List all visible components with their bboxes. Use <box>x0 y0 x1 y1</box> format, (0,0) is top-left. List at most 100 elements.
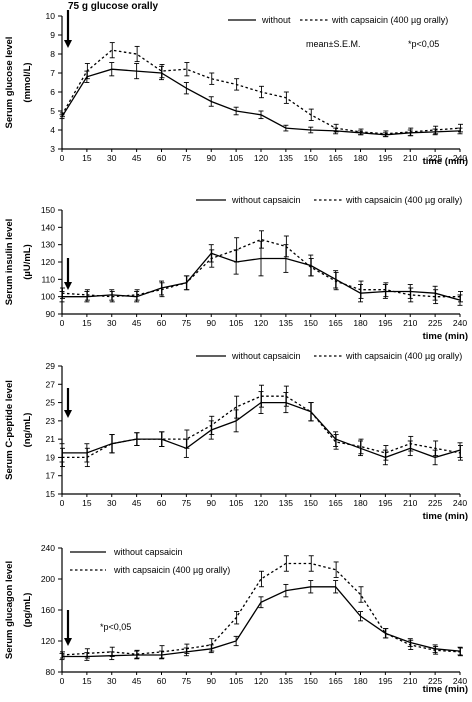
x-tick-label: 75 <box>182 498 192 508</box>
y-tick-label: 90 <box>46 309 56 319</box>
x-tick-label: 0 <box>60 153 65 163</box>
error-bar <box>333 434 339 450</box>
error-bar <box>183 82 189 95</box>
error-bar <box>407 284 413 299</box>
annotation-mean-sem: mean±S.E.M. <box>306 39 360 49</box>
error-bar <box>259 85 264 99</box>
error-bar <box>308 126 314 134</box>
x-tick-label: 30 <box>107 498 117 508</box>
error-bar <box>308 108 314 121</box>
error-bar <box>233 635 239 647</box>
x-tick-label: 0 <box>60 498 65 508</box>
y-axis-title: Serum insulin level <box>4 219 15 306</box>
error-bar <box>84 289 90 301</box>
x-tick-label: 0 <box>60 676 65 686</box>
y-tick-label: 5 <box>50 106 55 116</box>
error-bar <box>258 391 264 414</box>
legend: without capsaicin with capsaicin (400 µg … <box>196 351 462 361</box>
error-bar <box>109 434 115 454</box>
x-tick-label: 210 <box>403 498 417 508</box>
legend-label: with capsaicin (400 µg orally) <box>345 351 462 361</box>
error-bar <box>433 645 439 655</box>
error-bar <box>408 287 414 303</box>
error-bar <box>60 651 65 659</box>
x-tick-label: 165 <box>329 676 343 686</box>
error-bar <box>234 237 240 263</box>
error-bar <box>408 639 414 650</box>
error-bar <box>159 280 164 296</box>
y-tick-label: 100 <box>41 292 55 302</box>
error-bar <box>432 449 438 466</box>
x-tick-label: 135 <box>279 153 293 163</box>
error-bar <box>433 289 439 305</box>
x-tick-label: 105 <box>229 153 243 163</box>
error-bar <box>84 447 90 468</box>
series-line-with-capsaicin <box>61 238 460 298</box>
y-tick-label: 17 <box>46 471 56 481</box>
x-tick-label: 195 <box>378 676 392 686</box>
y-tick-label: 120 <box>41 257 55 267</box>
x-tick-label: 15 <box>82 498 92 508</box>
error-bar <box>433 440 439 457</box>
error-bar <box>358 611 363 622</box>
x-tick-label: 60 <box>157 676 167 686</box>
x-tick-label: 225 <box>428 498 442 508</box>
x-tick-label: 150 <box>304 676 318 686</box>
y-tick-label: 9 <box>50 30 55 40</box>
arrow-down-icon <box>64 258 72 290</box>
y-tick-label: 19 <box>46 452 56 462</box>
error-bar <box>134 649 140 659</box>
x-tick-label: 165 <box>329 498 343 508</box>
x-tick-label: 180 <box>353 676 367 686</box>
error-bar <box>184 643 190 654</box>
error-bar <box>283 244 289 273</box>
x-tick-label: 60 <box>157 153 167 163</box>
error-bar <box>234 611 240 625</box>
error-bar <box>59 443 65 463</box>
error-bar <box>408 127 414 137</box>
x-tick-label: 0 <box>60 318 65 328</box>
y-axis-unit: (µU/mL) <box>22 244 33 280</box>
error-bar <box>283 124 289 132</box>
error-bar <box>134 432 140 446</box>
error-bar <box>333 270 339 289</box>
x-tick-label: 150 <box>304 153 318 163</box>
y-axis-unit: (mmol/L) <box>22 62 33 102</box>
error-bar <box>333 271 339 291</box>
y-tick-label: 120 <box>41 636 55 646</box>
y-tick-label: 10 <box>46 11 56 21</box>
y-tick-label: 110 <box>41 274 55 284</box>
error-bar <box>259 570 264 588</box>
arrow-head <box>64 410 72 418</box>
error-bar <box>458 445 463 461</box>
error-bar <box>457 646 463 656</box>
x-tick-label: 135 <box>279 498 293 508</box>
error-bar <box>109 291 115 303</box>
x-tick-label: 45 <box>132 318 142 328</box>
x-tick-label: 45 <box>132 676 142 686</box>
x-axis-title: time (min) <box>423 511 468 522</box>
error-bar <box>333 561 339 578</box>
error-bar <box>432 285 438 301</box>
legend-label: with capsaicin (400 µg orally) <box>331 15 448 25</box>
x-tick-label: 240 <box>453 318 467 328</box>
y-tick-label: 130 <box>41 240 55 250</box>
error-bar <box>209 249 215 268</box>
legend-label: without <box>261 15 291 25</box>
y-tick-label: 7 <box>50 68 55 78</box>
error-bar <box>382 284 388 299</box>
panel-c-peptide: 15 17 19 21 23 25 27 29 0 15 30 45 60 75 90 105 120 135 15… <box>4 351 468 522</box>
panel-glucagon: 80 120 160 200 240 0 15 30 45 60 75 90 105 120 135 150 1… <box>4 543 468 695</box>
y-axis-unit: (ng/mL) <box>22 413 33 448</box>
arrow-down-icon <box>64 388 72 418</box>
x-tick-label: 120 <box>254 498 268 508</box>
error-bar <box>258 240 264 277</box>
error-bar <box>84 652 90 661</box>
error-bar <box>258 110 264 120</box>
x-tick-label: 180 <box>353 498 367 508</box>
y-tick-label: 3 <box>50 144 55 154</box>
legend-label: with capsaicin (400 µg orally) <box>113 565 230 575</box>
x-tick-label: 135 <box>279 318 293 328</box>
x-tick-label: 240 <box>453 153 467 163</box>
x-tick-label: 210 <box>403 676 417 686</box>
